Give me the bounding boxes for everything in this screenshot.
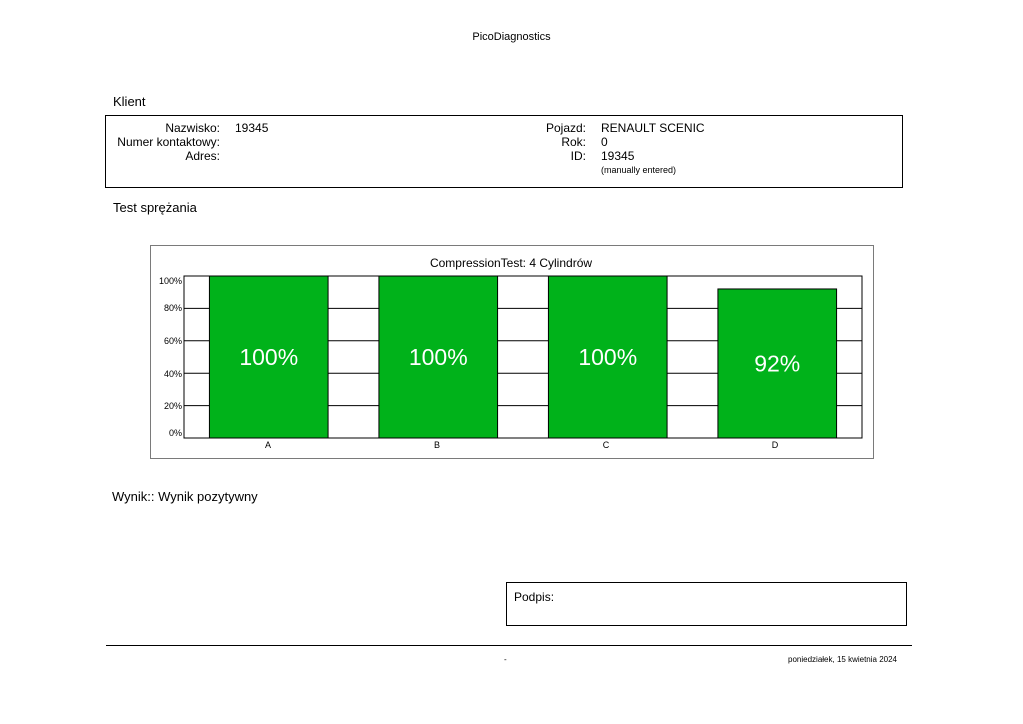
- y-tick-40: 40%: [163, 369, 182, 379]
- footer-divider: [106, 645, 912, 646]
- id-note: (manually entered): [601, 165, 677, 175]
- client-heading: Klient: [113, 94, 146, 109]
- y-tick-0: 0%: [168, 428, 182, 438]
- bar-value-label-a: 100%: [239, 344, 298, 370]
- chart-frame: [150, 245, 874, 459]
- y-tick-100: 100%: [158, 276, 182, 286]
- bar-value-label-d: 92%: [754, 350, 800, 376]
- test-heading: Test sprężania: [113, 200, 197, 215]
- app-title: PicoDiagnostics: [472, 31, 551, 43]
- bar-b: [378, 275, 499, 439]
- y-tick-80: 80%: [163, 303, 182, 313]
- bar-a: [208, 275, 329, 439]
- result-text: Wynik:: Wynik pozytywny: [112, 489, 258, 504]
- vehicle-label: Pojazd:: [545, 121, 586, 135]
- y-tick-60: 60%: [163, 336, 182, 346]
- year-label: Rok:: [561, 135, 586, 149]
- bar-value-label-c: 100%: [578, 344, 637, 370]
- signature-box: [506, 582, 907, 626]
- id-value: 19345: [601, 149, 635, 163]
- id-label: ID:: [570, 149, 586, 163]
- bar-value-label-b: 100%: [409, 344, 468, 370]
- chart-title: CompressionTest: 4 Cylindrów: [429, 256, 593, 270]
- name-label: Nazwisko:: [165, 121, 220, 135]
- chart-value-labels: 100% 100% 100% 92%: [239, 344, 800, 376]
- phone-label: Numer kontaktowy:: [117, 135, 220, 149]
- client-info-box: [105, 115, 903, 188]
- bar-c: [547, 275, 668, 439]
- vehicle-value: RENAULT SCENIC: [601, 121, 705, 135]
- name-value: 19345: [235, 121, 269, 135]
- signature-label: Podpis:: [514, 590, 555, 604]
- bar-d: [717, 288, 838, 439]
- year-value: 0: [601, 135, 608, 149]
- x-tick-d: D: [771, 440, 779, 450]
- y-tick-20: 20%: [163, 401, 182, 411]
- chart-bars: [208, 275, 838, 439]
- x-tick-b: B: [433, 440, 440, 450]
- x-tick-c: C: [602, 440, 610, 450]
- address-label: Adres:: [185, 149, 220, 163]
- x-tick-a: A: [264, 440, 271, 450]
- footer-date: poniedziałek, 15 kwietnia 2024: [788, 655, 897, 664]
- footer-center: -: [504, 655, 507, 664]
